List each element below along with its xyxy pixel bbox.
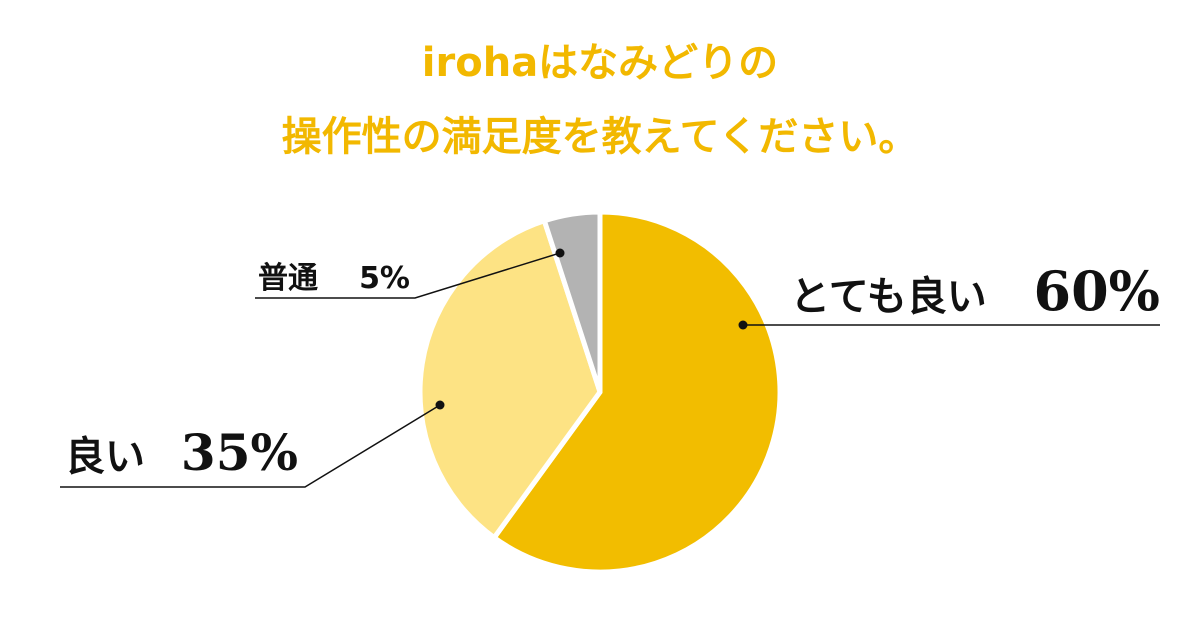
chart-title: irohaはなみどりの <box>422 40 778 86</box>
pie-slice <box>491 209 783 575</box>
leader-dot <box>435 400 445 410</box>
value-label: 35% <box>181 423 298 482</box>
chart-title: 操作性の満足度を教えてください。 <box>282 114 919 160</box>
leader-dot <box>555 248 565 258</box>
category-label: 良い <box>65 434 145 480</box>
leader-line <box>255 252 561 299</box>
leader-dot <box>738 320 748 330</box>
category-label: とても良い <box>790 274 987 320</box>
value-label: 5% <box>359 261 410 296</box>
pie-slice <box>417 218 603 541</box>
leader-line <box>60 404 441 488</box>
category-label: 普通 <box>258 261 318 296</box>
value-label: 60% <box>1034 259 1160 323</box>
